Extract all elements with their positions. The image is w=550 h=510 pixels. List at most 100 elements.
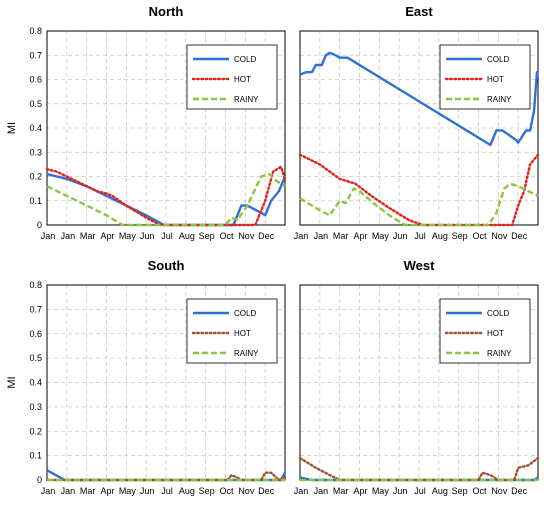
y-tick-label: 0.6 [29, 329, 42, 339]
chart-title: North [149, 4, 184, 19]
legend-label: COLD [487, 309, 509, 318]
y-tick-label: 0.8 [29, 26, 42, 36]
x-tick-label: Nov [491, 231, 508, 241]
series-line-cold [299, 51, 540, 147]
x-tick-label: Aug [432, 486, 448, 496]
x-tick-label: Jan [294, 486, 309, 496]
y-tick-label: 0.5 [29, 99, 42, 109]
chart-panel-west: West Jan Jan Mar Apr May Jun Jul Aug Sep Oct Nov Dec… [294, 258, 540, 496]
chart-legend: COLD HOT RAINY [439, 298, 531, 364]
legend-label: COLD [234, 309, 256, 318]
plot-frame [299, 30, 539, 226]
legend-label: HOT [234, 75, 251, 84]
y-tick-label: 0.3 [29, 402, 42, 412]
x-tick-label: Nov [491, 486, 508, 496]
x-tick-label: Mar [333, 486, 349, 496]
y-tick-label: 0.4 [29, 378, 42, 388]
chart-panels: North 0 0.1 0.2 0.3 0.4 0.5 0.6 0.7 0.8 MI Jan Jan Ma… [6, 4, 540, 496]
y-tick-label: 0.6 [29, 75, 42, 85]
x-tick-label: Jan [61, 231, 76, 241]
chart-panel-south: South 0 0.1 0.2 0.3 0.4 0.5 0.6 0.7 0.8 MI Jan Jan Ma… [6, 258, 287, 496]
y-tick-label: 0 [37, 220, 42, 230]
x-tick-label: Mar [80, 231, 96, 241]
x-tick-label: Jun [140, 231, 155, 241]
y-tick-label: 0.7 [29, 50, 42, 60]
y-axis-label: MI [6, 122, 18, 134]
series-line-hot [45, 165, 287, 227]
legend-label: HOT [234, 329, 251, 338]
y-tick-label: 0.2 [29, 426, 42, 436]
legend-box [186, 44, 278, 110]
chart-title: East [405, 4, 433, 19]
legend-label: RAINY [234, 95, 259, 104]
legend-box [439, 44, 531, 110]
x-tick-label: Sep [452, 231, 468, 241]
x-tick-label: Sep [199, 486, 215, 496]
x-tick-label: Jan [41, 486, 56, 496]
series-line-hot [45, 471, 287, 482]
x-tick-label: May [119, 486, 137, 496]
x-tick-label: Aug [179, 486, 195, 496]
x-tick-label: Apr [100, 231, 114, 241]
legend-label: COLD [487, 55, 509, 64]
y-tick-label: 0.1 [29, 196, 42, 206]
y-tick-label: 0.5 [29, 353, 42, 363]
legend-label: RAINY [487, 349, 512, 358]
y-tick-label: 0.8 [29, 280, 42, 290]
y-tick-label: 0.1 [29, 451, 42, 461]
x-tick-label: May [119, 231, 137, 241]
x-tick-label: Jun [393, 486, 408, 496]
y-tick-label: 0 [37, 475, 42, 485]
y-tick-label: 0.3 [29, 147, 42, 157]
legend-label: COLD [234, 55, 256, 64]
y-tick-label: 0.4 [29, 123, 42, 133]
x-tick-label: Mar [333, 231, 349, 241]
x-tick-label: May [372, 486, 390, 496]
chart-legend: COLD HOT RAINY [186, 298, 278, 364]
chart-legend: COLD HOT RAINY [186, 44, 278, 110]
x-tick-label: Jul [161, 486, 173, 496]
x-tick-label: Apr [353, 231, 367, 241]
chart-title: West [404, 258, 435, 273]
x-tick-label: Sep [199, 231, 215, 241]
x-tick-label: Nov [238, 486, 255, 496]
y-axis-label: MI [6, 376, 18, 388]
x-tick-label: Sep [452, 486, 468, 496]
x-tick-label: Oct [219, 486, 234, 496]
x-tick-label: May [372, 231, 390, 241]
x-tick-label: Dec [511, 486, 528, 496]
x-tick-label: Jan [294, 231, 309, 241]
x-tick-label: Mar [80, 486, 96, 496]
chart-legend: COLD HOT RAINY [439, 44, 531, 110]
x-tick-label: Jul [414, 231, 426, 241]
y-tick-label: 0.2 [29, 172, 42, 182]
x-tick-label: Jan [61, 486, 76, 496]
x-tick-label: Dec [511, 231, 528, 241]
x-tick-label: Oct [472, 231, 487, 241]
x-tick-label: Oct [472, 486, 487, 496]
x-tick-label: Jan [41, 231, 56, 241]
legend-box [439, 298, 531, 364]
series-line-rainy [299, 182, 539, 227]
legend-box [186, 298, 278, 364]
chart-panel-east: East Jan Jan Mar Apr May Jun Jul Aug Sep Oct Nov Dec… [294, 4, 540, 241]
x-tick-label: Dec [258, 231, 275, 241]
x-tick-label: Apr [100, 486, 114, 496]
x-tick-label: Oct [219, 231, 234, 241]
series-line-hot [298, 153, 540, 227]
series-line-hot [298, 456, 540, 482]
x-tick-label: Aug [179, 231, 195, 241]
x-tick-label: Apr [353, 486, 367, 496]
x-tick-label: Jul [161, 231, 173, 241]
legend-label: RAINY [234, 349, 259, 358]
x-tick-label: Jul [414, 486, 426, 496]
x-tick-label: Jan [314, 486, 329, 496]
x-tick-label: Dec [258, 486, 275, 496]
x-tick-label: Jun [140, 486, 155, 496]
x-tick-label: Jan [314, 231, 329, 241]
legend-label: HOT [487, 75, 504, 84]
x-tick-label: Aug [432, 231, 448, 241]
legend-label: HOT [487, 329, 504, 338]
chart-title: South [148, 258, 185, 273]
